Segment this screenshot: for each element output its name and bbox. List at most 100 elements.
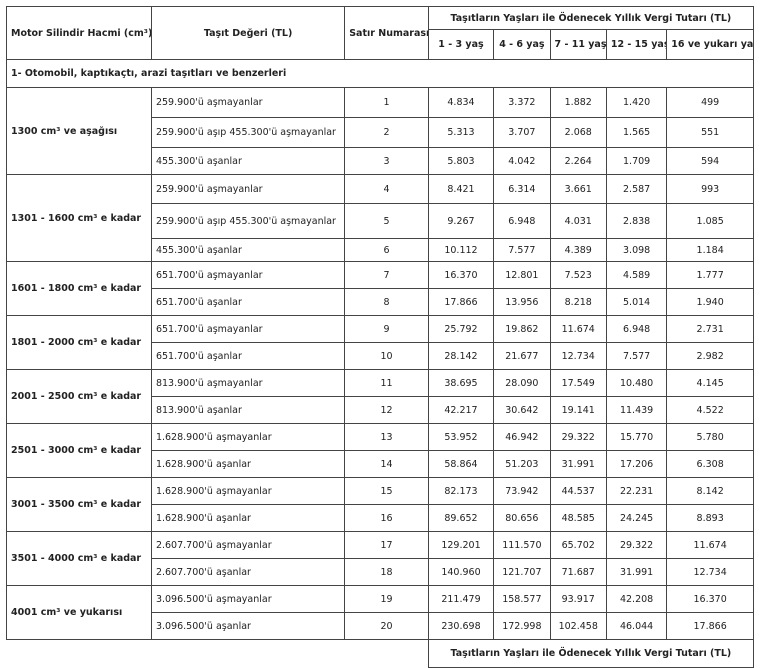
row-number: 13	[344, 423, 429, 451]
value-range: 2.607.700'ü aşanlar	[150, 558, 346, 586]
tax-amount: 29.322	[549, 423, 607, 451]
tax-amount: 8.421	[427, 174, 495, 204]
tax-amount: 28.142	[427, 342, 495, 370]
tax-table: Motor Silindir Hacmi (cm³) Taşıt Değeri (…	[6, 6, 755, 668]
tax-amount: 80.656	[493, 504, 551, 532]
row-number: 4	[344, 174, 429, 204]
tax-amount: 1.565	[605, 117, 668, 148]
engine-class: 3001 - 3500 cm³ e kadar	[6, 477, 152, 532]
value-range: 455.300'ü aşanlar	[150, 147, 346, 175]
row-number: 6	[344, 238, 429, 262]
tax-amount: 6.948	[605, 315, 668, 343]
tax-amount: 121.707	[493, 558, 551, 586]
tax-amount: 12.734	[666, 558, 754, 586]
table-row: 259.900'ü aşıp 455.300'ü aşmayanlar 2 5.31…	[7, 117, 754, 148]
engine-class: 2001 - 2500 cm³ e kadar	[6, 369, 152, 424]
age-header: 4 - 6 yaş	[493, 29, 551, 60]
tax-amount: 8.142	[666, 477, 754, 505]
value-range: 813.900'ü aşanlar	[150, 396, 346, 424]
row-number: 17	[344, 531, 429, 559]
tax-amount: 89.652	[427, 504, 495, 532]
tax-amount: 46.942	[493, 423, 551, 451]
tax-amount: 211.479	[427, 585, 495, 613]
tax-amount: 46.044	[605, 612, 668, 640]
age-header: 16 ve yukarı yaş	[666, 29, 754, 60]
value-range: 3.096.500'ü aşanlar	[150, 612, 346, 640]
value-range: 1.628.900'ü aşanlar	[150, 450, 346, 478]
tax-amount: 48.585	[549, 504, 607, 532]
table-row: 455.300'ü aşanlar 3 5.803 4.042 2.264 1.709 59…	[7, 147, 754, 175]
tax-amount: 4.389	[549, 238, 607, 262]
tax-amount: 17.866	[427, 288, 495, 316]
page: Motor Silindir Hacmi (cm³) Taşıt Değeri (…	[0, 6, 770, 668]
tax-amount: 93.917	[549, 585, 607, 613]
table-row: 2001 - 2500 cm³ e kadar 813.900'ü aşmayan…	[6, 369, 754, 424]
tax-amount: 3.707	[493, 117, 551, 148]
tax-amount: 8.218	[549, 288, 607, 316]
tax-amount: 82.173	[427, 477, 495, 505]
engine-class: 4001 cm³ ve yukarısı	[6, 585, 152, 640]
row-number: 11	[344, 369, 429, 397]
tax-amount: 30.642	[493, 396, 551, 424]
row-number: 9	[344, 315, 429, 343]
tax-amount: 1.709	[605, 147, 668, 175]
tax-amount: 1.420	[605, 87, 668, 118]
tax-amount: 102.458	[549, 612, 607, 640]
value-range: 259.900'ü aşmayanlar	[150, 87, 346, 118]
tax-amount: 16.370	[427, 261, 495, 289]
tax-amount: 44.537	[549, 477, 607, 505]
tax-amount: 1.184	[666, 238, 754, 262]
tax-amount: 2.587	[605, 174, 668, 204]
engine-class: 1300 cm³ ve aşağısı	[6, 87, 152, 175]
tax-amount: 71.687	[549, 558, 607, 586]
table-row: 3.096.500'ü aşanlar 20 230.698 172.998 102.4…	[7, 612, 754, 640]
row-number: 14	[344, 450, 429, 478]
footer-title: Taşıtların Yaşları ile Ödenecek Yıllık V…	[427, 639, 755, 668]
value-range: 259.900'ü aşıp 455.300'ü aşmayanlar	[150, 203, 346, 239]
tax-amount: 7.523	[549, 261, 607, 289]
row-number: 1	[344, 87, 429, 118]
tax-amount: 16.370	[666, 585, 754, 613]
tax-amount: 111.570	[493, 531, 551, 559]
value-range: 1.628.900'ü aşmayanlar	[150, 477, 346, 505]
value-range: 1.628.900'ü aşanlar	[150, 504, 346, 532]
tax-amount: 8.893	[666, 504, 754, 532]
row-number: 12	[344, 396, 429, 424]
header-row: Motor Silindir Hacmi (cm³) Taşıt Değeri (…	[6, 6, 755, 60]
tax-amount: 6.948	[493, 203, 551, 239]
tax-amount: 31.991	[549, 450, 607, 478]
row-number: 20	[344, 612, 429, 640]
tax-amount: 3.661	[549, 174, 607, 204]
value-range: 651.700'ü aşmayanlar	[150, 261, 346, 289]
tax-amount: 6.308	[666, 450, 754, 478]
table-row: 4001 cm³ ve yukarısı 3.096.500'ü aşmayanl…	[6, 585, 754, 640]
row-number: 15	[344, 477, 429, 505]
table-row: 455.300'ü aşanlar 6 10.112 7.577 4.389 3.098 1…	[7, 238, 754, 262]
age-header: 12 - 15 yaş	[605, 29, 668, 60]
tax-amount: 15.770	[605, 423, 668, 451]
tax-amount: 12.801	[493, 261, 551, 289]
table-row: 1801 - 2000 cm³ e kadar 651.700'ü aşmayan…	[6, 315, 754, 370]
tax-amount: 12.734	[549, 342, 607, 370]
tax-amount: 4.522	[666, 396, 754, 424]
tax-amount: 31.991	[605, 558, 668, 586]
tax-amount: 3.098	[605, 238, 668, 262]
tax-amount: 11.674	[666, 531, 754, 559]
tax-amount: 129.201	[427, 531, 495, 559]
tax-amount: 11.439	[605, 396, 668, 424]
row-number: 7	[344, 261, 429, 289]
tax-amount: 11.674	[549, 315, 607, 343]
tax-amount: 10.112	[427, 238, 495, 262]
tax-amount: 58.864	[427, 450, 495, 478]
tax-amount: 5.014	[605, 288, 668, 316]
table-row: 1301 - 1600 cm³ e kadar 259.900'ü aşmayan…	[6, 174, 754, 262]
table-row: 1.628.900'ü aşanlar 16 89.652 80.656 48.585 2…	[7, 504, 754, 532]
tax-amount: 499	[666, 87, 754, 118]
row-number: 3	[344, 147, 429, 175]
row-number: 19	[344, 585, 429, 613]
tax-amount: 158.577	[493, 585, 551, 613]
row-number: 10	[344, 342, 429, 370]
age-header: 7 - 11 yaş	[549, 29, 607, 60]
tax-amount: 42.208	[605, 585, 668, 613]
tax-amount: 1.882	[549, 87, 607, 118]
